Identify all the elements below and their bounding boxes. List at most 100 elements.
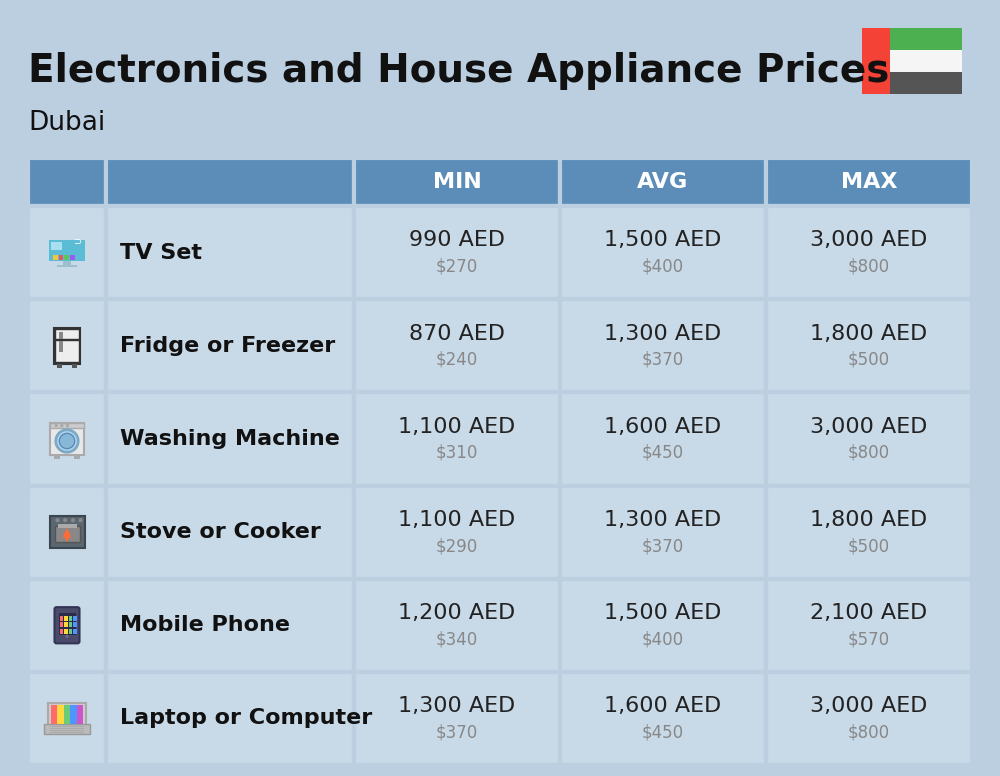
Bar: [560, 672, 766, 765]
Text: Electronics and House Appliance Prices: Electronics and House Appliance Prices: [28, 52, 889, 90]
Bar: [54, 327, 80, 364]
Bar: [28, 300, 106, 393]
Text: 1,300 AED: 1,300 AED: [604, 324, 722, 344]
Bar: [106, 486, 354, 579]
Text: MIN: MIN: [433, 172, 481, 192]
Bar: [51, 705, 57, 724]
Bar: [28, 393, 106, 486]
Text: AVG: AVG: [637, 172, 689, 192]
Bar: [53, 255, 58, 261]
Text: 870 AED: 870 AED: [409, 324, 505, 344]
Bar: [50, 423, 84, 428]
Bar: [70, 255, 75, 261]
Bar: [69, 616, 72, 621]
Text: Stove or Cooker: Stove or Cooker: [120, 522, 321, 542]
Text: 1,200 AED: 1,200 AED: [398, 603, 516, 623]
Bar: [354, 393, 560, 486]
Bar: [64, 622, 68, 627]
Bar: [64, 255, 69, 261]
Text: $400: $400: [642, 630, 684, 648]
Text: Fridge or Freezer: Fridge or Freezer: [120, 336, 335, 355]
Bar: [73, 616, 77, 621]
Bar: [354, 300, 560, 393]
Bar: [57, 265, 77, 268]
FancyBboxPatch shape: [54, 607, 80, 643]
Bar: [64, 705, 70, 724]
Bar: [28, 158, 106, 206]
Bar: [73, 622, 77, 627]
Bar: [354, 579, 560, 672]
Bar: [50, 732, 84, 733]
Bar: [766, 672, 972, 765]
Bar: [57, 705, 64, 724]
Text: 1,300 AED: 1,300 AED: [398, 696, 516, 716]
Bar: [49, 240, 85, 261]
Bar: [54, 455, 60, 459]
Text: 1,300 AED: 1,300 AED: [604, 510, 722, 530]
Text: $500: $500: [848, 351, 890, 369]
Bar: [44, 724, 90, 734]
Text: 1,500 AED: 1,500 AED: [604, 230, 722, 251]
Text: $400: $400: [642, 258, 684, 275]
Bar: [106, 672, 354, 765]
Text: $500: $500: [848, 537, 890, 555]
Bar: [766, 486, 972, 579]
Bar: [77, 705, 83, 724]
Bar: [106, 579, 354, 672]
Bar: [766, 300, 972, 393]
Bar: [354, 206, 560, 300]
Text: 1,500 AED: 1,500 AED: [604, 603, 722, 623]
Text: $290: $290: [436, 537, 478, 555]
Text: $450: $450: [642, 444, 684, 462]
Text: 3,000 AED: 3,000 AED: [810, 230, 928, 251]
Bar: [354, 158, 560, 206]
Bar: [560, 486, 766, 579]
Bar: [560, 206, 766, 300]
Text: $310: $310: [436, 444, 478, 462]
Bar: [890, 50, 962, 72]
Bar: [50, 730, 84, 731]
Circle shape: [59, 433, 75, 449]
Bar: [50, 726, 84, 727]
Text: $240: $240: [436, 351, 478, 369]
Circle shape: [66, 424, 69, 428]
Bar: [106, 300, 354, 393]
Text: MAX: MAX: [841, 172, 897, 192]
Bar: [59, 341, 63, 352]
Bar: [50, 516, 84, 548]
Circle shape: [54, 424, 58, 428]
Bar: [58, 613, 76, 636]
Bar: [890, 72, 962, 94]
Text: 1,100 AED: 1,100 AED: [398, 510, 516, 530]
Bar: [59, 331, 63, 338]
Text: $370: $370: [436, 723, 478, 741]
Text: 1,600 AED: 1,600 AED: [604, 696, 722, 716]
Bar: [64, 629, 68, 634]
Text: $370: $370: [642, 537, 684, 555]
Bar: [766, 393, 972, 486]
Bar: [28, 486, 106, 579]
Bar: [60, 629, 63, 634]
Bar: [60, 616, 63, 621]
Bar: [354, 672, 560, 765]
Text: 3,000 AED: 3,000 AED: [810, 696, 928, 716]
Text: $450: $450: [642, 723, 684, 741]
Text: $800: $800: [848, 723, 890, 741]
Bar: [72, 364, 77, 368]
Text: Dubai: Dubai: [28, 110, 105, 136]
Bar: [55, 328, 79, 339]
Text: 1,100 AED: 1,100 AED: [398, 417, 516, 437]
Bar: [28, 672, 106, 765]
Bar: [28, 579, 106, 672]
Bar: [69, 629, 72, 634]
Bar: [70, 705, 77, 724]
Circle shape: [63, 518, 67, 522]
Text: 1,800 AED: 1,800 AED: [810, 324, 928, 344]
Text: TV Set: TV Set: [120, 243, 202, 262]
Text: 3,000 AED: 3,000 AED: [810, 417, 928, 437]
Circle shape: [71, 518, 75, 522]
Bar: [74, 455, 80, 459]
Bar: [48, 702, 86, 726]
Text: $570: $570: [848, 630, 890, 648]
Bar: [50, 423, 84, 455]
